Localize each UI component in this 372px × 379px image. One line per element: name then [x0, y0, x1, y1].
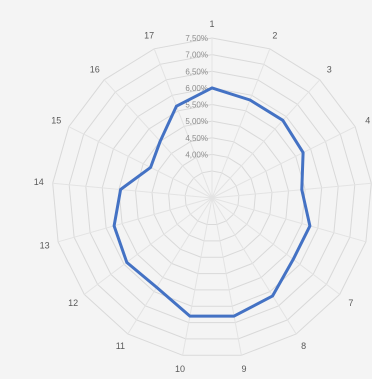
- grid-spoke: [211, 197, 242, 356]
- radial-tick-label: 7,50%: [185, 34, 208, 43]
- grid-spoke: [211, 197, 367, 243]
- series-line: [112, 86, 312, 318]
- grid-spoke: [211, 197, 341, 295]
- radial-tick-label: 4,50%: [185, 134, 208, 143]
- category-label: 2: [272, 31, 277, 41]
- category-label: 1: [209, 19, 214, 29]
- grid-spoke: [182, 197, 213, 356]
- grid-spoke: [211, 48, 271, 199]
- category-label: 13: [40, 241, 50, 251]
- grid-spoke: [52, 182, 213, 199]
- grid-spoke: [68, 126, 213, 199]
- grid-spoke: [211, 197, 297, 335]
- category-labels: 1234567891011121314151617: [34, 19, 371, 374]
- radial-tick-label: 6,50%: [185, 67, 208, 76]
- series-layer: [112, 86, 312, 318]
- radial-tick-label: 5,50%: [185, 101, 208, 110]
- category-label: 16: [90, 64, 100, 74]
- grid-ring: [68, 54, 356, 340]
- category-label: 11: [116, 341, 125, 351]
- grid-spoke: [57, 197, 213, 243]
- radial-tick-label: 5,00%: [185, 117, 208, 126]
- grid-ring: [101, 87, 323, 307]
- grid-spoke: [211, 79, 321, 199]
- radial-tick-label: 6,00%: [185, 84, 208, 93]
- radial-tick-label: 7,00%: [185, 51, 208, 60]
- radial-axis-ticks: 4,00% 4,50% 5,00% 5,50% 6,00% 6,50% 7,00% 7,50%: [185, 34, 208, 159]
- grid-ring: [52, 37, 372, 356]
- grid-ring: [184, 170, 240, 225]
- grid-spoke: [211, 126, 356, 199]
- category-label: 9: [241, 364, 246, 374]
- radial-tick-label: 4,00%: [185, 150, 208, 159]
- grid-spoke: [83, 197, 213, 295]
- grid-spoke: [153, 48, 213, 199]
- grid-ring: [151, 137, 273, 258]
- grid-spoke: [211, 182, 372, 199]
- grid: [52, 37, 372, 356]
- grid-spoke: [127, 197, 213, 335]
- category-label: 10: [175, 364, 185, 374]
- grid-ring: [134, 120, 290, 275]
- grid-spoke: [103, 79, 213, 199]
- category-label: 17: [144, 31, 154, 41]
- category-label: 14: [34, 177, 44, 187]
- category-label: 8: [301, 341, 306, 351]
- grid-ring: [168, 153, 256, 242]
- category-label: 12: [68, 298, 78, 308]
- category-label: 7: [348, 298, 353, 308]
- category-label: 4: [365, 115, 370, 125]
- category-label: 15: [51, 115, 61, 125]
- category-label: 3: [327, 64, 332, 74]
- grid-ring: [118, 103, 306, 291]
- grid-ring: [85, 70, 339, 324]
